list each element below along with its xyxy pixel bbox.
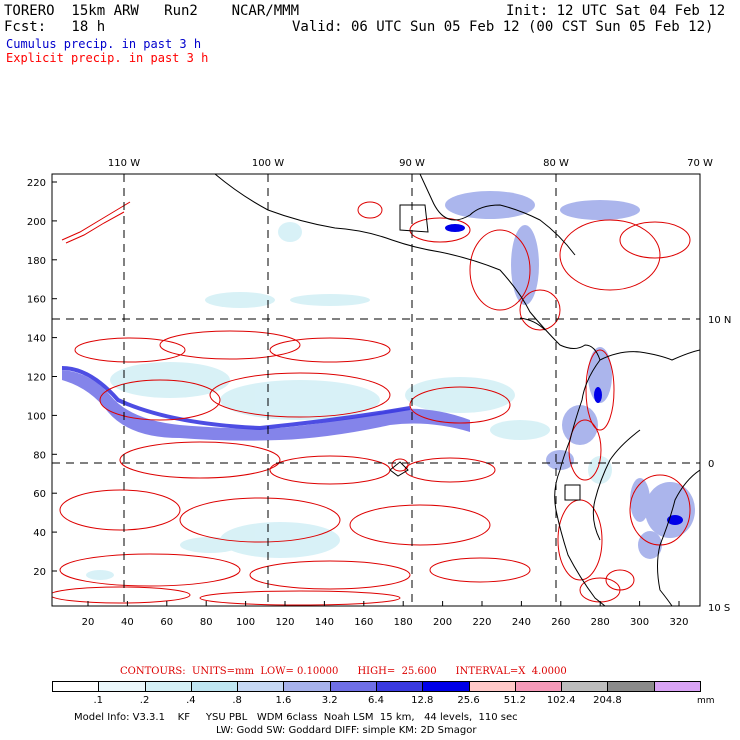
column-tick-label: 240 bbox=[512, 617, 531, 628]
column-tick-label: 100 bbox=[236, 617, 255, 628]
legend-label: 102.4 bbox=[546, 695, 576, 706]
legend-swatch bbox=[468, 681, 516, 692]
init-time: Init: 12 UTC Sat 04 Feb 12 bbox=[506, 3, 726, 19]
longitude-labels: 110 W 100 W 90 W 80 W 70 W bbox=[108, 158, 713, 169]
legend-label: 204.8 bbox=[593, 695, 622, 706]
physics-info: LW: Godd SW: Goddard DIFF: simple KM: 2D… bbox=[216, 725, 477, 736]
legend-label: 25.6 bbox=[457, 695, 480, 706]
moderate-precip-areas bbox=[445, 191, 695, 559]
row-tick-label: 200 bbox=[27, 217, 46, 228]
legend-label: .4 bbox=[186, 695, 196, 706]
lat-label: 0 bbox=[708, 459, 714, 470]
legend-units: mm bbox=[697, 696, 715, 706]
model-title: TORERO 15km ARW Run2 NCAR/MMM bbox=[4, 3, 300, 19]
column-tick-label: 220 bbox=[472, 617, 491, 628]
row-tick-label: 100 bbox=[27, 411, 46, 422]
row-tick-label: 140 bbox=[27, 334, 46, 345]
row-tick-label: 60 bbox=[33, 489, 46, 500]
legend-swatch bbox=[144, 681, 192, 692]
itcz-precip-band bbox=[62, 370, 470, 441]
column-tick-label: 260 bbox=[551, 617, 570, 628]
forecast-hour: Fcst: 18 h bbox=[4, 19, 106, 35]
legend-swatch bbox=[607, 681, 655, 692]
legend-label: 3.2 bbox=[321, 695, 338, 706]
column-tick-label: 300 bbox=[630, 617, 649, 628]
column-tick-label: 60 bbox=[160, 617, 173, 628]
valid-time: Valid: 06 UTC Sun 05 Feb 12 (00 CST Sun … bbox=[292, 19, 714, 35]
lon-label: 80 W bbox=[543, 158, 569, 169]
field-label-explicit: Explicit precip. in past 3 h bbox=[6, 51, 209, 65]
legend-label: .1 bbox=[93, 695, 104, 706]
legend-swatch bbox=[422, 681, 470, 692]
lon-label: 90 W bbox=[399, 158, 425, 169]
legend-swatch bbox=[52, 681, 100, 692]
legend-swatch bbox=[514, 681, 563, 692]
lat-label: 10 N bbox=[708, 315, 731, 326]
lon-label: 110 W bbox=[108, 158, 140, 169]
legend-label: 6.4 bbox=[368, 695, 384, 706]
legend-label: 1.6 bbox=[275, 695, 292, 706]
legend-swatch bbox=[98, 681, 146, 692]
heavy-precip-cells bbox=[445, 224, 683, 525]
legend-swatch bbox=[190, 681, 239, 692]
latitude-labels: 10 N 0 10 S bbox=[708, 315, 731, 614]
column-tick-label: 200 bbox=[433, 617, 452, 628]
column-tick-label: 80 bbox=[200, 617, 213, 628]
legend-label: .8 bbox=[232, 695, 242, 706]
row-tick-label: 160 bbox=[27, 295, 46, 306]
legend-swatch bbox=[376, 681, 424, 692]
column-tick-label: 160 bbox=[354, 617, 373, 628]
row-tick-label: 80 bbox=[33, 450, 46, 461]
lon-label: 70 W bbox=[687, 158, 713, 169]
explicit-precip-contours bbox=[52, 201, 691, 606]
light-precip-areas bbox=[86, 222, 612, 580]
field-label-cumulus: Cumulus precip. in past 3 h bbox=[6, 37, 202, 51]
coastlines bbox=[214, 174, 700, 606]
column-tick-label: 180 bbox=[394, 617, 413, 628]
legend-swatch bbox=[237, 681, 285, 692]
legend-label: 51.2 bbox=[503, 695, 526, 706]
row-tick-label: 40 bbox=[33, 528, 46, 539]
column-tick-label: 120 bbox=[275, 617, 294, 628]
row-tick-label: 120 bbox=[27, 373, 46, 384]
column-tick-label: 40 bbox=[121, 617, 134, 628]
legend-swatch bbox=[561, 681, 609, 692]
column-tick-label: 280 bbox=[591, 617, 610, 628]
column-tick-label: 140 bbox=[315, 617, 334, 628]
row-tick-label: 20 bbox=[33, 567, 46, 578]
lon-label: 100 W bbox=[252, 158, 284, 169]
map-frame bbox=[51, 173, 701, 607]
column-tick-label: 20 bbox=[82, 617, 95, 628]
legend-swatch bbox=[283, 681, 331, 692]
grid-column-labels: 20 40 60 80 100 120 140 160 180 200 220 240 260 280 30… bbox=[82, 617, 689, 628]
legend-label: .2 bbox=[139, 695, 150, 706]
lat-label: 10 S bbox=[708, 603, 730, 614]
lat-lon-grid bbox=[52, 174, 700, 606]
contour-info: CONTOURS: UNITS=mm LOW= 0.10000 HIGH= 25… bbox=[120, 666, 567, 677]
legend-swatch bbox=[329, 681, 377, 692]
column-tick-label: 320 bbox=[669, 617, 688, 628]
model-info: Model Info: V3.3.1 KF YSU PBL WDM 6class… bbox=[74, 712, 518, 723]
grid-row-labels: 20 40 60 80 100 120 140 160 180 200 220 bbox=[27, 178, 46, 578]
row-tick-label: 220 bbox=[27, 178, 46, 189]
legend-label: 12.8 bbox=[411, 695, 434, 706]
row-tick-label: 180 bbox=[27, 256, 46, 267]
legend-swatch bbox=[653, 681, 701, 692]
